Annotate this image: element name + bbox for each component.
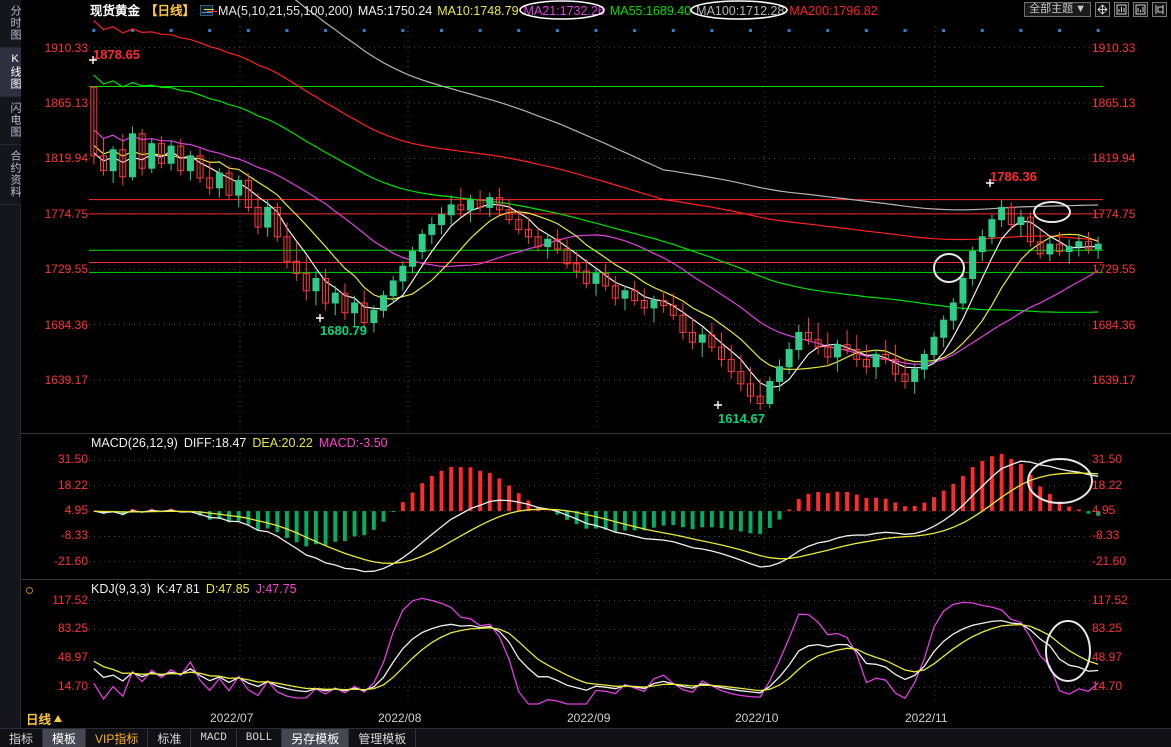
btn-standard[interactable]: 标准 <box>148 729 192 747</box>
price-legend: 现货黄金 【日线】 MA(5,10,21,55,100,200) MA5:1750.2… <box>90 2 883 19</box>
left-tab-rail: 分时图 K线图 闪电图 合约资料 <box>0 0 21 747</box>
price-axis-label-left-3: 1774.75 <box>44 206 88 221</box>
macd-axis-label-left-2: 4.95 <box>64 503 88 518</box>
sidebar-tab-lightning[interactable]: 闪电图 <box>0 97 21 145</box>
macd-plot[interactable] <box>21 434 1171 579</box>
chart-expand-icon[interactable] <box>1152 2 1167 17</box>
kdj-axis-label-left-3: 14.70 <box>57 679 88 694</box>
macd-axis-label-left-3: -8.33 <box>60 528 88 543</box>
kdj-plot[interactable] <box>21 580 1171 708</box>
price-callout-3: 1786.36 <box>990 169 1037 184</box>
kdj-d: D:47.85 <box>205 582 250 596</box>
chart-compare-icon[interactable] <box>1133 2 1148 17</box>
chart-toolbar: 全部主题 ▼ <box>1024 2 1167 17</box>
sidebar-tab-timeshare[interactable]: 分时图 <box>0 0 21 48</box>
macd-axis-label-left-1: 18.22 <box>57 477 88 492</box>
kdj-k: K:47.81 <box>156 582 200 596</box>
macd-axis-label-right-3: -8.33 <box>1092 528 1120 543</box>
sidebar-tab-contract[interactable]: 合约资料 <box>0 145 21 205</box>
kdj-axis-label-left-0: 117.52 <box>52 592 88 607</box>
kdj-axis-label-right-0: 117.52 <box>1092 592 1128 607</box>
symbol-name: 现货黄金 <box>90 3 141 18</box>
ma21-value: MA21:1732.26 <box>523 3 605 18</box>
price-axis-label-left-0: 1910.33 <box>44 40 88 55</box>
ma200-value: MA200:1796.82 <box>789 3 878 18</box>
btn-manage-template[interactable]: 管理模板 <box>349 729 417 747</box>
chart-scale-icon[interactable] <box>1114 2 1129 17</box>
macd-axis-label-left-4: -21.60 <box>53 553 88 568</box>
macd-axis-label-right-4: -21.60 <box>1092 553 1127 568</box>
price-axis-label-right-5: 1684.36 <box>1092 317 1136 332</box>
macd-dea: DEA:20.22 <box>252 436 313 450</box>
date-axis-label-2: 2022/09 <box>567 711 611 725</box>
price-callout-1: 1680.79 <box>320 323 367 338</box>
price-axis-label-right-0: 1910.33 <box>1092 40 1136 55</box>
bottom-toolbar-spacer <box>416 729 1171 747</box>
btn-macd[interactable]: MACD <box>191 729 237 747</box>
date-axis-label-1: 2022/08 <box>378 711 422 725</box>
date-axis-label-4: 2022/11 <box>905 711 948 725</box>
macd-axis-label-right-0: 31.50 <box>1092 452 1123 467</box>
symbol-period: 【日线】 <box>145 3 196 18</box>
btn-vip-indicator[interactable]: VIP指标 <box>86 729 149 747</box>
price-axis-label-left-4: 1729.55 <box>44 262 88 277</box>
btn-save-template[interactable]: 另存模板 <box>282 729 350 747</box>
kdj-axis-label-right-1: 83.25 <box>1092 621 1123 636</box>
macd-axis-label-left-0: 31.50 <box>57 452 88 467</box>
price-callout-0: 1878.65 <box>93 47 140 62</box>
btn-template[interactable]: 模板 <box>43 729 87 747</box>
macd-title-row: MACD(26,12,9) DIFF:18.47 DEA:20.22 MACD:-3.… <box>91 436 394 451</box>
price-axis-label-right-3: 1774.75 <box>1092 206 1136 221</box>
price-axis-label-right-4: 1729.55 <box>1092 262 1136 277</box>
date-axis <box>21 708 1171 728</box>
kdj-title-row: KDJ(9,3,3) K:47.81 D:47.85 J:47.75 <box>91 582 303 597</box>
btn-boll[interactable]: BOLL <box>237 729 283 747</box>
price-axis-label-right-2: 1819.94 <box>1092 151 1136 166</box>
kdj-axis-label-left-1: 83.25 <box>57 621 88 636</box>
kdj-pane[interactable]: KDJ(9,3,3) K:47.81 D:47.85 J:47.75 <box>21 579 1171 708</box>
macd-value: MACD:-3.50 <box>318 436 388 450</box>
ma55-value: MA55:1689.40 <box>609 3 692 18</box>
chevron-down-icon: ▼ <box>1075 3 1086 15</box>
macd-axis-label-right-2: 4.95 <box>1092 503 1116 518</box>
theme-select-dropdown[interactable]: 全部主题 ▼ <box>1024 2 1091 17</box>
price-chart-pane[interactable]: 现货黄金 【日线】 MA(5,10,21,55,100,200) MA5:1750.2… <box>21 0 1171 433</box>
price-axis-label-right-6: 1639.17 <box>1092 372 1136 387</box>
ma-definition[interactable]: MA(5,10,21,55,100,200) <box>218 3 353 18</box>
kdj-title[interactable]: KDJ(9,3,3) <box>91 582 151 596</box>
kdj-axis-label-right-3: 14.70 <box>1092 679 1123 694</box>
price-axis-label-left-1: 1865.13 <box>44 96 88 111</box>
sidebar-tab-kline[interactable]: K线图 <box>0 48 21 97</box>
ma100-value: MA100:1712.28 <box>696 3 785 18</box>
bottom-toolbar: 指标 模板 VIP指标 标准 MACD BOLL 另存模板 管理模板 <box>0 728 1171 747</box>
price-callout-2: 1614.67 <box>718 411 765 426</box>
price-axis-label-left-6: 1639.17 <box>44 372 88 387</box>
date-axis-label-3: 2022/10 <box>735 711 779 725</box>
kdj-axis-label-right-2: 48.97 <box>1092 650 1123 665</box>
macd-pane[interactable]: MACD(26,12,9) DIFF:18.47 DEA:20.22 MACD:-3.… <box>21 433 1171 579</box>
theme-select-label: 全部主题 <box>1029 3 1074 15</box>
ma10-value: MA10:1748.79 <box>437 3 519 18</box>
macd-title[interactable]: MACD(26,12,9) <box>91 436 178 450</box>
price-axis-label-left-2: 1819.94 <box>44 151 88 166</box>
btn-indicator[interactable]: 指标 <box>0 729 44 747</box>
macd-diff: DIFF:18.47 <box>183 436 247 450</box>
kdj-axis-label-left-2: 48.97 <box>57 650 88 665</box>
ma5-value: MA5:1750.24 <box>357 3 433 18</box>
price-axis-label-left-5: 1684.36 <box>44 317 88 332</box>
macd-axis-label-right-1: 18.22 <box>1092 477 1123 492</box>
kdj-j: J:47.75 <box>255 582 297 596</box>
date-axis-label-0: 2022/07 <box>210 711 254 725</box>
crosshair-move-icon[interactable] <box>1095 2 1110 17</box>
period-indicator[interactable]: 日线 <box>22 709 82 727</box>
price-axis-label-right-1: 1865.13 <box>1092 96 1136 111</box>
candlestick-plot[interactable] <box>21 0 1171 433</box>
period-label: 日线 <box>26 712 52 727</box>
kdj-panel-marker-icon[interactable] <box>26 587 33 594</box>
ma-indicator-icon[interactable] <box>200 5 214 17</box>
triangle-up-icon <box>54 714 63 722</box>
